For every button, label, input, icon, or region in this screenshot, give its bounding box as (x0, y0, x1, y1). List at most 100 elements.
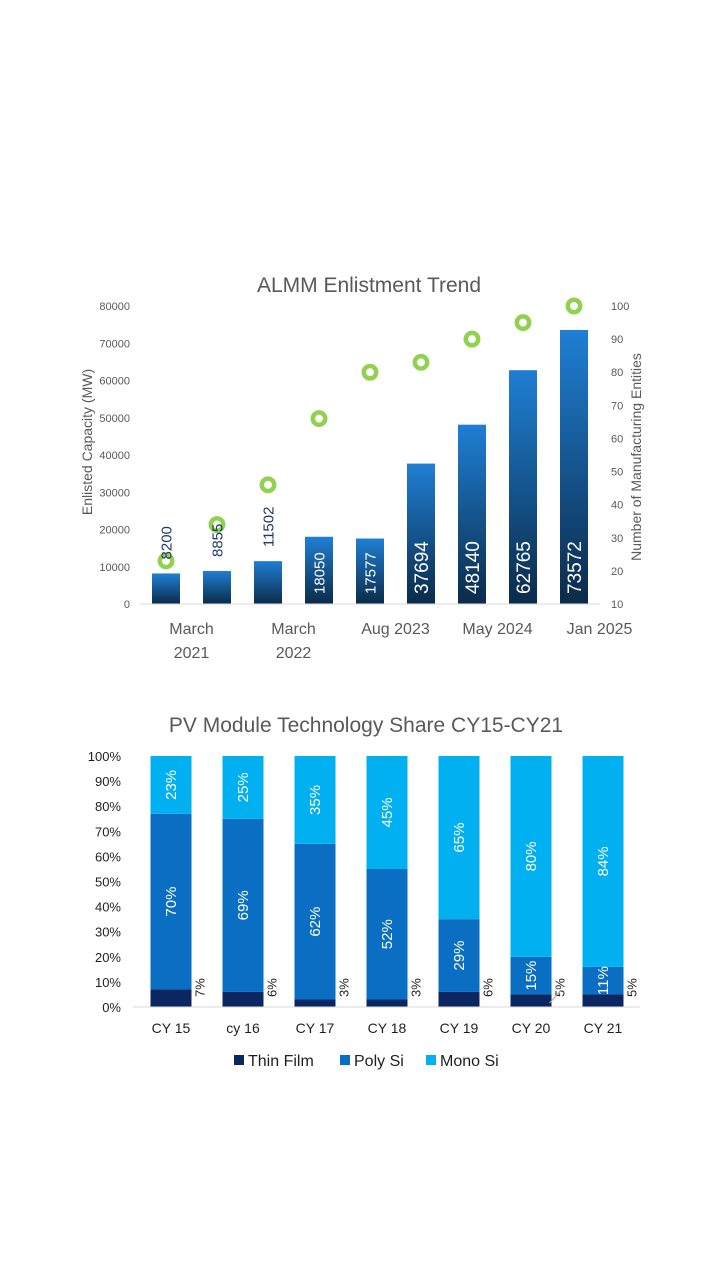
segment-data-label: 35% (307, 785, 324, 815)
y-tick-label: 20000 (99, 525, 130, 537)
segment-poly-si (294, 843, 336, 1000)
capacity-bar (458, 424, 486, 604)
y2-tick-label: 80 (611, 367, 623, 379)
y-tick-label: 50% (95, 875, 121, 890)
leader-line (549, 990, 561, 1004)
entities-point (361, 363, 379, 381)
y-tick-label: 20% (95, 950, 121, 965)
segment-poly-si (510, 956, 552, 995)
segment-data-label: 45% (379, 797, 396, 827)
y-tick-label: 70% (95, 824, 121, 839)
entities-point (514, 314, 532, 332)
segment-mono-si (150, 756, 192, 814)
segment-thin-film (294, 999, 336, 1007)
segment-mono-si (438, 756, 480, 920)
y-tick-label: 40000 (99, 450, 130, 462)
thin-film-label: 7% (193, 978, 208, 997)
entities-point (259, 476, 277, 494)
stacked-bars (150, 756, 624, 1007)
y-tick-label: 30000 (99, 487, 130, 499)
almm-enlistment-chart: ALMM Enlistment Trend Enlisted Capacity … (79, 274, 644, 662)
segment-poly-si (222, 818, 264, 992)
bar-data-label: 73572 (565, 541, 586, 594)
segment-mono-si (582, 756, 624, 967)
y-tick-label: 100% (88, 749, 122, 764)
bar-data-label: 48140 (463, 541, 484, 594)
x-tick-label: May 2024 (462, 621, 532, 638)
segment-data-label: 15% (523, 961, 540, 991)
chart-title: ALMM Enlistment Trend (257, 274, 481, 297)
thin-film-label: 3% (337, 978, 352, 997)
x-axis-ticks: March 2021 March 2022 Aug 2023 May 2024 Jan 20… (169, 621, 632, 662)
x-tick-label: CY 17 (296, 1020, 335, 1036)
x-tick-label: March (169, 621, 213, 638)
entities-point (463, 330, 481, 348)
legend-label: Mono Si (440, 1053, 499, 1070)
thin-film-label: 5% (625, 978, 640, 997)
segment-data-label: 80% (523, 841, 540, 871)
segment-data-label: 69% (235, 890, 252, 920)
segment-data-label: 25% (235, 772, 252, 802)
y-tick-label: 80% (95, 799, 121, 814)
y2-tick-label: 60 (611, 433, 623, 445)
pv-technology-share-chart: PV Module Technology Share CY15-CY21 0% 1… (88, 714, 640, 1070)
capacity-bar (560, 329, 588, 604)
y-tick-label: 0% (102, 1000, 121, 1015)
segment-thin-film (222, 991, 264, 1007)
y-tick-label: 80000 (99, 301, 130, 313)
x-tick-label: Aug 2023 (361, 621, 430, 638)
entities-point (565, 297, 583, 315)
segment-data-label: 70% (163, 887, 180, 917)
segment-thin-film (582, 994, 624, 1007)
bar-data-label: 17577 (362, 552, 379, 594)
y-tick-label: 0 (124, 599, 130, 611)
segment-mono-si (510, 756, 552, 957)
x-tick-label: CY 15 (152, 1020, 191, 1036)
x-tick-label: 2021 (174, 645, 210, 662)
y-tick-label: 70000 (99, 338, 130, 350)
y-axis-label: Enlisted Capacity (MW) (79, 369, 95, 515)
y-tick-label: 50000 (99, 413, 130, 425)
y2-axis-ticks: 10 20 30 40 50 60 70 80 90 100 (611, 301, 629, 611)
entities-point (310, 410, 328, 428)
thin-film-label: 5% (553, 978, 568, 997)
y2-tick-label: 30 (611, 533, 623, 545)
entities-point (208, 516, 226, 533)
y2-tick-label: 50 (611, 467, 623, 479)
x-tick-label: cy 16 (226, 1020, 260, 1036)
x-tick-label: CY 19 (440, 1020, 479, 1036)
y2-tick-label: 10 (611, 599, 623, 611)
capacity-bar (203, 571, 231, 604)
bar-series (152, 329, 588, 604)
legend-swatch (340, 1055, 350, 1065)
segment-thin-film (438, 991, 480, 1007)
x-tick-label: CY 18 (368, 1020, 407, 1036)
capacity-bar (509, 370, 537, 604)
bar-data-label: 8200 (158, 526, 175, 559)
segment-data-label: 29% (451, 941, 468, 971)
bar-data-label: 11502 (260, 507, 277, 548)
legend-swatch (426, 1055, 436, 1065)
x-tick-label: Jan 2025 (567, 621, 633, 638)
segment-data-label: 84% (595, 846, 612, 876)
capacity-bar (152, 573, 180, 604)
entities-point (157, 552, 175, 570)
segment-data-label: 52% (379, 919, 396, 949)
segment-data-label: 23% (163, 770, 180, 800)
x-tick-label: March (271, 621, 315, 638)
segment-thin-film (366, 999, 408, 1007)
thin-film-label: 3% (409, 978, 424, 997)
x-axis-ticks: CY 15 cy 16 CY 17 CY 18 CY 19 CY 20 CY 21 (152, 1020, 623, 1036)
segment-mono-si (222, 756, 264, 819)
segment-poly-si (366, 868, 408, 1000)
legend: Thin Film Poly Si Mono Si (234, 1053, 499, 1070)
entities-point (412, 353, 430, 371)
y-tick-label: 60% (95, 849, 121, 864)
y2-tick-label: 100 (611, 301, 629, 313)
segment-data-label: 62% (307, 907, 324, 937)
thin-film-label: 6% (265, 978, 280, 997)
y2-axis-label: Number of Manufacturing Entities (628, 353, 644, 561)
segment-poly-si (582, 966, 624, 995)
capacity-bar (356, 538, 384, 604)
y-tick-label: 90% (95, 774, 121, 789)
